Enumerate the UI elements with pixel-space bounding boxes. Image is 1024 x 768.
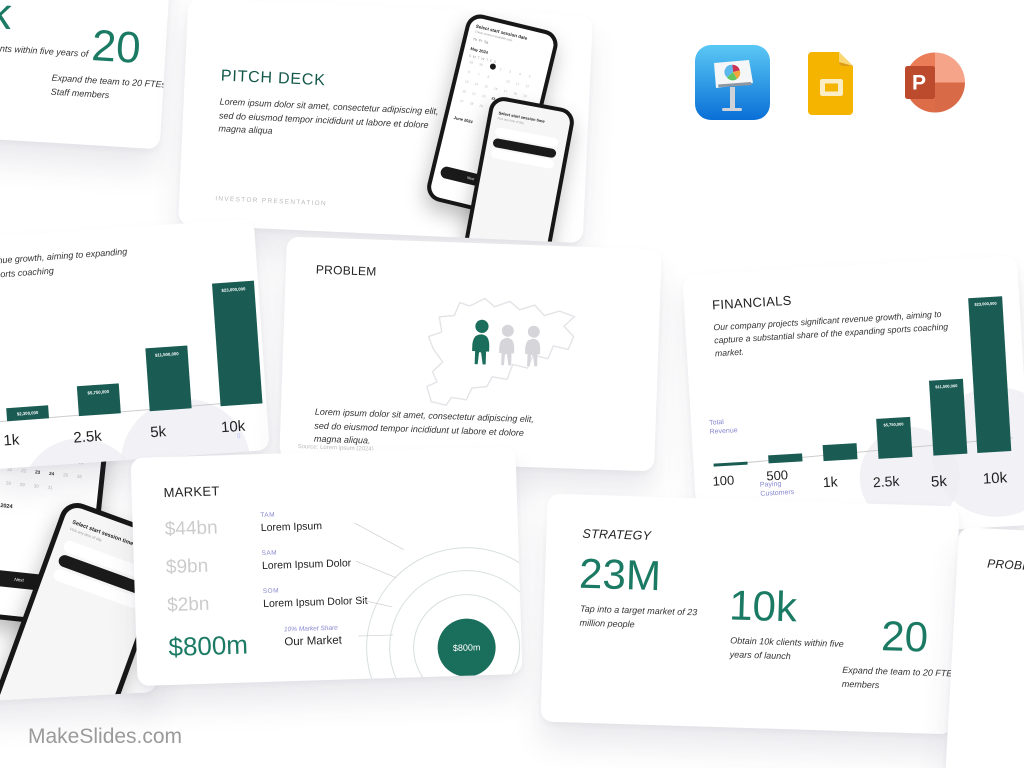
svg-text:6: 6 [468,70,471,74]
svg-text:17: 17 [503,89,508,94]
svg-text:21: 21 [472,92,477,97]
svg-text:8: 8 [487,75,490,79]
svg-text:22: 22 [21,468,27,474]
svg-text:11: 11 [515,82,519,87]
svg-text:18: 18 [513,91,518,96]
svg-text:P: P [912,72,926,95]
svg-text:27: 27 [460,99,465,104]
svg-text:3: 3 [509,70,512,74]
svg-text:20: 20 [462,89,467,94]
svg-text:$2,300,000: $2,300,000 [830,439,849,444]
svg-text:$900,000: $900,000 [777,449,793,454]
svg-text:10: 10 [506,79,511,84]
svg-text:29: 29 [20,482,26,488]
svg-text:4: 4 [519,72,522,76]
svg-text:28: 28 [6,480,12,486]
svg-text:25: 25 [63,472,69,478]
svg-text:23: 23 [35,469,41,475]
svg-text:7: 7 [477,72,480,76]
svg-text:5: 5 [528,74,531,78]
svg-text:28: 28 [469,101,474,106]
svg-text:2: 2 [499,67,502,71]
svg-text:26: 26 [77,474,83,480]
svg-text:22: 22 [481,94,486,99]
svg-text:31: 31 [47,485,53,491]
svg-text:16: 16 [493,87,498,92]
svg-text:29: 29 [479,104,484,109]
svg-text:14: 14 [474,82,479,87]
svg-text:$800m: $800m [453,642,481,653]
svg-text:13: 13 [464,79,469,84]
svg-text:24: 24 [49,471,55,477]
svg-text:30: 30 [33,483,39,489]
svg-text:15: 15 [484,84,489,89]
svg-text:30: 30 [479,62,484,67]
svg-text:29: 29 [469,60,474,65]
svg-text:12: 12 [525,84,530,89]
svg-text:19: 19 [523,94,528,99]
